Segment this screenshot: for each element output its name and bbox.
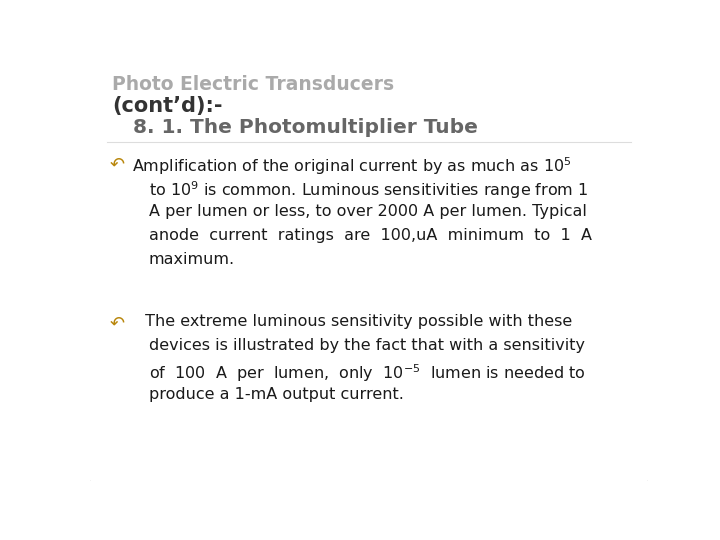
Text: anode  current  ratings  are  100,uA  minimum  to  1  A: anode current ratings are 100,uA minimum… <box>148 228 592 243</box>
Text: Amplification of the original current by as much as $10^5$: Amplification of the original current by… <box>132 156 572 177</box>
Text: The extreme luminous sensitivity possible with these: The extreme luminous sensitivity possibl… <box>140 314 572 329</box>
FancyBboxPatch shape <box>87 63 651 483</box>
Text: of  100  A  per  lumen,  only  $10^{-5}$  lumen is needed to: of 100 A per lumen, only $10^{-5}$ lumen… <box>148 362 585 384</box>
Text: devices is illustrated by the fact that with a sensitivity: devices is illustrated by the fact that … <box>148 339 585 353</box>
Text: Photo Electric Transducers: Photo Electric Transducers <box>112 75 395 94</box>
Text: maximum.: maximum. <box>148 252 235 267</box>
Text: produce a 1-mA output current.: produce a 1-mA output current. <box>148 387 403 402</box>
Text: ↶: ↶ <box>109 314 125 332</box>
Text: ↶: ↶ <box>109 156 125 173</box>
Text: (cont’d):-: (cont’d):- <box>112 96 222 116</box>
Text: A per lumen or less, to over 2000 A per lumen. Typical: A per lumen or less, to over 2000 A per … <box>148 204 587 219</box>
Text: to $10^9$ is common. Luminous sensitivities range from 1: to $10^9$ is common. Luminous sensitivit… <box>148 180 588 201</box>
Text: 8. 1. The Photomultiplier Tube: 8. 1. The Photomultiplier Tube <box>112 118 478 137</box>
